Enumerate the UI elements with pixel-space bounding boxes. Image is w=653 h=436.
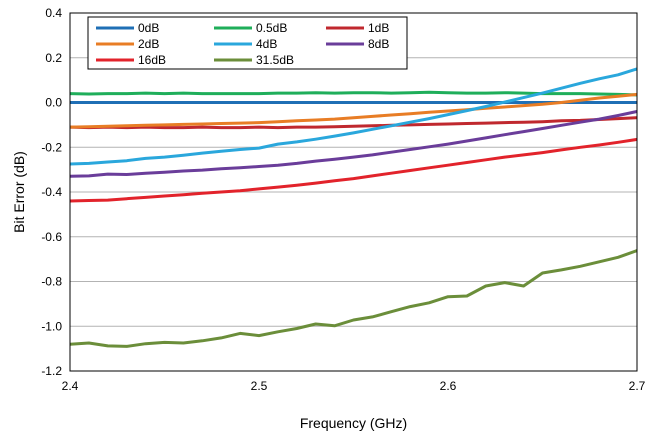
x-tick-label: 2.5 (251, 379, 268, 393)
y-tick-label: -1.2 (41, 364, 62, 378)
y-tick-label: -0.8 (41, 275, 62, 289)
y-tick-label: 0.0 (45, 96, 62, 110)
legend-label: 0.5dB (256, 21, 287, 35)
legend: 0dB 0.5dB 1dB 2dB 4dB 8dB 16dB 31.5dB (87, 16, 408, 70)
series-line-2dB (70, 92, 637, 129)
y-tick-label: -0.2 (41, 140, 62, 154)
legend-label: 4dB (256, 37, 277, 51)
series-line-4dB (70, 67, 637, 166)
x-tick-label: 2.7 (629, 379, 646, 393)
series-line-16dB (70, 137, 637, 203)
legend-label: 2dB (138, 37, 159, 51)
series-line-1dB (70, 116, 637, 130)
legend-label: 16dB (138, 53, 166, 67)
y-tick-label: 0.4 (45, 6, 62, 20)
series-line-31.5dB (70, 249, 637, 348)
x-axis-title: Frequency (GHz) (300, 415, 407, 431)
y-tick-label: -1.0 (41, 319, 62, 333)
x-tick-label: 2.4 (62, 379, 79, 393)
y-tick-label: -0.4 (41, 185, 62, 199)
x-tick-label: 2.6 (440, 379, 457, 393)
legend-label: 31.5dB (256, 53, 294, 67)
series-lines (70, 67, 637, 348)
y-tick-label: -0.6 (41, 230, 62, 244)
plot-frame (69, 12, 638, 372)
legend-label: 0dB (138, 21, 159, 35)
legend-label: 8dB (368, 37, 389, 51)
series-line-8dB (70, 110, 637, 178)
y-axis-title: Bit Error (dB) (11, 151, 27, 233)
x-tick-labels: 2.4 2.5 2.6 2.7 (62, 379, 646, 393)
legend-label: 1dB (368, 21, 389, 35)
y-tick-label: 0.2 (45, 51, 62, 65)
series-line-0.5dB (70, 90, 637, 97)
y-tick-labels: 0.4 0.2 0.0 -0.2 -0.4 -0.6 -0.8 -1.0 -1.2 (41, 6, 62, 378)
